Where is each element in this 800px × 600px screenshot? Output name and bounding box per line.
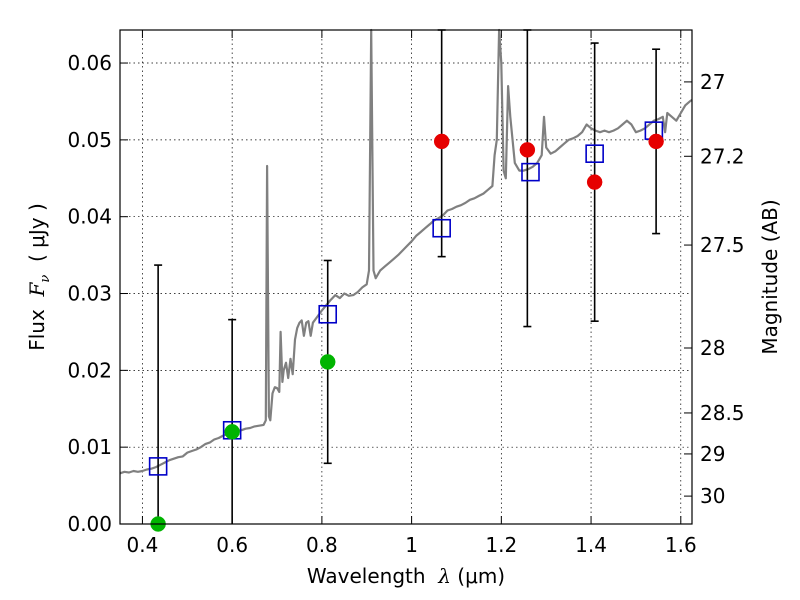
- nondetection-point: [319, 354, 336, 370]
- right-tick-label: 27.5: [700, 233, 745, 257]
- x-tick-label: 1.6: [665, 533, 697, 557]
- nondetection-point: [224, 424, 240, 440]
- y-axis-label: Flux Fν ( μJy ): [25, 203, 53, 351]
- detection-point: [519, 142, 536, 158]
- y-tick-label: 0.05: [67, 128, 112, 152]
- right-tick-label: 28: [700, 336, 725, 360]
- model-point: [585, 144, 604, 163]
- model-point: [318, 304, 338, 324]
- model-point: [148, 457, 168, 476]
- axis-ticks: 0.4 0.6 0.8 1 1.2 1.4 1.6 0.00 0.01 0.02 0.03 0.04 0…: [67, 30, 745, 557]
- right-tick-label: 28.5: [700, 401, 745, 425]
- observed-points-layer: [150, 133, 664, 532]
- x-tick-label: 0.6: [216, 533, 248, 557]
- detection-point: [648, 133, 664, 150]
- y-tick-label: 0.04: [67, 205, 112, 229]
- x-axis-label: Wavelength λ (μm): [307, 564, 505, 588]
- detection-point: [586, 174, 603, 190]
- model-point: [521, 162, 540, 182]
- x-tick-label: 0.4: [127, 533, 159, 557]
- x-tick-label: 1.2: [485, 533, 517, 557]
- x-tick-label: 1: [405, 533, 418, 557]
- y-tick-label: 0.06: [67, 51, 112, 75]
- right-axis-label: Magnitude (AB): [758, 199, 782, 354]
- right-tick-label: 29: [700, 442, 725, 466]
- y-tick-label: 0.01: [67, 435, 112, 459]
- detection-point: [433, 133, 450, 150]
- plot-frame: [119, 29, 693, 525]
- right-tick-label: 27: [700, 70, 725, 94]
- model-point: [432, 218, 451, 238]
- right-tick-label: 30: [700, 484, 725, 508]
- y-tick-label: 0.00: [67, 512, 112, 536]
- plot-background: [120, 30, 692, 524]
- y-tick-label: 0.02: [67, 358, 112, 382]
- y-tick-label: 0.03: [67, 282, 112, 306]
- x-tick-label: 1.4: [575, 533, 607, 557]
- right-tick-label: 27.2: [700, 144, 745, 168]
- x-tick-label: 0.8: [306, 533, 338, 557]
